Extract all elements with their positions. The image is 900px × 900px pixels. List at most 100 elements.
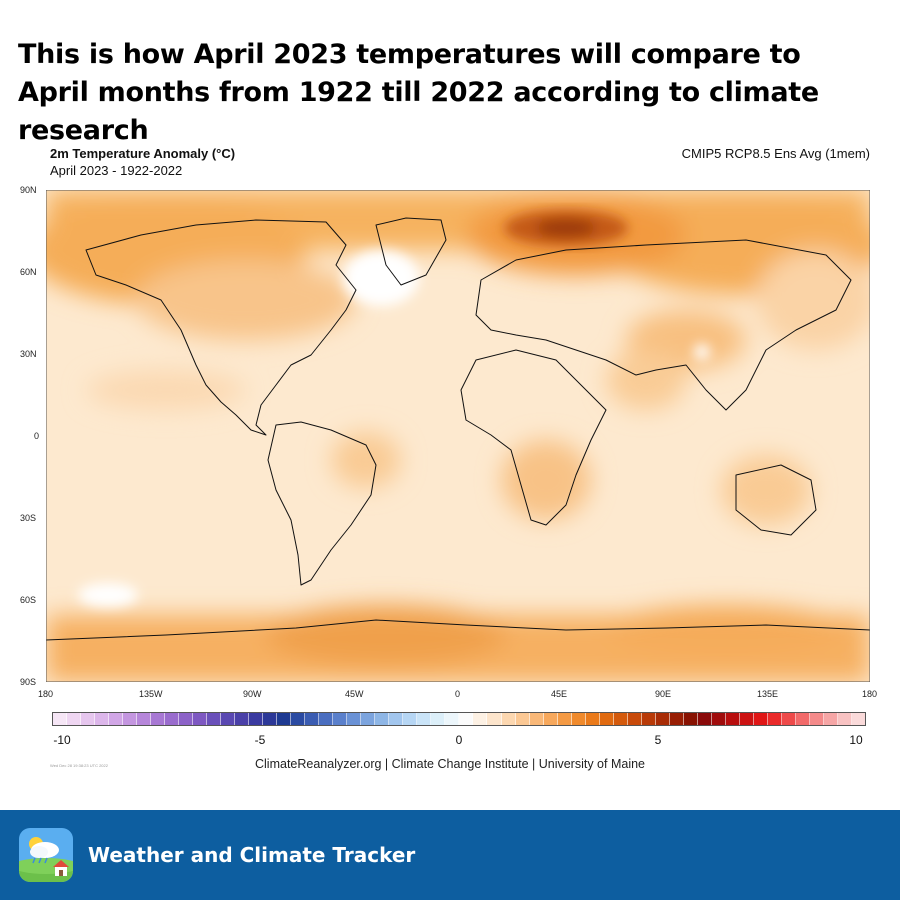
colorbar-swatch: [515, 713, 530, 725]
colorbar-swatch: [347, 713, 362, 725]
colorbar-swatch: [823, 713, 838, 725]
colorbar-swatch: [95, 713, 110, 725]
colorbar-swatch: [795, 713, 810, 725]
colorbar-tick-label: 10: [849, 733, 863, 747]
lat-label: 30N: [20, 349, 37, 359]
lon-label: 90E: [655, 689, 672, 699]
colorbar-swatch: [809, 713, 824, 725]
colorbar-swatch: [459, 713, 474, 725]
headline: This is how April 2023 temperatures will…: [18, 39, 819, 146]
colorbar-legend: [52, 712, 866, 726]
colorbar-swatch: [263, 713, 278, 725]
near-zero-patches: [78, 250, 710, 607]
colorbar-swatch: [781, 713, 796, 725]
colorbar-swatch: [445, 713, 460, 725]
colorbar-swatch: [109, 713, 124, 725]
lon-label: 0: [455, 689, 461, 699]
greenland-outline: [375, 217, 447, 286]
colorbar-swatch: [151, 713, 166, 725]
colorbar-swatch: [193, 713, 208, 725]
colorbar-swatch: [361, 713, 376, 725]
lon-label: 135W: [139, 689, 163, 699]
lat-label: 60N: [20, 267, 37, 277]
colorbar-swatch: [627, 713, 642, 725]
colorbar-swatch: [179, 713, 194, 725]
footer-banner: Weather and Climate Tracker: [0, 810, 900, 900]
colorbar-swatch: [725, 713, 740, 725]
map-svg: [46, 190, 870, 682]
anomaly-field: [46, 190, 870, 682]
colorbar-swatch: [389, 713, 404, 725]
render-timestamp: Wed Dec 28 19:38:23 UTC 2022: [50, 763, 108, 768]
colorbar-tick-label: 0: [455, 733, 463, 747]
colorbar-swatch: [697, 713, 712, 725]
colorbar-swatch: [767, 713, 782, 725]
colorbar-swatch: [501, 713, 516, 725]
colorbar-swatch: [655, 713, 670, 725]
colorbar-swatch: [333, 713, 348, 725]
antarctica-coastline: [46, 619, 870, 641]
colorbar-swatch: [417, 713, 432, 725]
coastlines: [46, 217, 870, 641]
colorbar-swatch: [585, 713, 600, 725]
eurasia-outline: [475, 239, 852, 411]
colorbar-tick-label: -10: [53, 733, 71, 747]
colorbar-swatch: [599, 713, 614, 725]
colorbar-swatch: [837, 713, 852, 725]
lon-label: 180: [862, 689, 878, 699]
colorbar-swatch: [319, 713, 334, 725]
footer-app-name: Weather and Climate Tracker: [88, 843, 416, 867]
lon-label: 45W: [345, 689, 364, 699]
colorbar-swatch: [683, 713, 698, 725]
colorbar-swatch: [711, 713, 726, 725]
colorbar-swatch: [557, 713, 572, 725]
lat-label: 90S: [20, 677, 37, 687]
lon-label: 180: [38, 689, 54, 699]
colorbar-swatch: [165, 713, 180, 725]
dataset-label: CMIP5 RCP8.5 Ens Avg (1mem): [681, 146, 870, 161]
colorbar-swatch: [543, 713, 558, 725]
colorbar-swatch: [613, 713, 628, 725]
colorbar-swatch: [249, 713, 264, 725]
lon-label: 135E: [757, 689, 779, 699]
lat-label: 0: [34, 431, 40, 441]
colorbar-swatch: [235, 713, 250, 725]
lat-label: 90N: [20, 185, 37, 195]
weather-app-icon-graphic: [19, 828, 73, 882]
colorbar-swatch: [123, 713, 138, 725]
anomaly-hotspot: [504, 210, 628, 246]
colorbar-swatch: [529, 713, 544, 725]
south-america-outline: [267, 421, 377, 586]
lat-label: 30S: [20, 513, 37, 523]
australia-outline: [735, 464, 817, 536]
colorbar-swatch: [669, 713, 684, 725]
north-america-outline: [85, 219, 357, 436]
colorbar-swatch: [81, 713, 96, 725]
temperature-anomaly-map: [46, 190, 870, 682]
map-title: 2m Temperature Anomaly (°C): [50, 146, 236, 161]
colorbar-swatch: [375, 713, 390, 725]
colorbar-tick-label: 5: [654, 733, 662, 747]
colorbar-swatch: [207, 713, 222, 725]
lon-label: 90W: [243, 689, 262, 699]
colorbar-swatch: [487, 713, 502, 725]
colorbar-tick-label: -5: [254, 733, 266, 747]
africa-outline: [460, 349, 607, 526]
colorbar-swatch: [403, 713, 418, 725]
lon-label: 45E: [551, 689, 568, 699]
colorbar-swatch: [221, 713, 236, 725]
colorbar-swatch: [739, 713, 754, 725]
map-subtitle: April 2023 - 1922-2022: [50, 163, 183, 178]
weather-app-icon[interactable]: [19, 828, 73, 882]
colorbar-swatch: [305, 713, 320, 725]
lat-label: 60S: [20, 595, 37, 605]
colorbar-swatch: [67, 713, 82, 725]
colorbar-swatch: [571, 713, 586, 725]
colorbar-swatch: [137, 713, 152, 725]
colorbar-swatch: [291, 713, 306, 725]
colorbar-swatch: [753, 713, 768, 725]
colorbar-swatch: [851, 713, 865, 725]
colorbar-swatch: [473, 713, 488, 725]
colorbar-swatch: [277, 713, 292, 725]
credits-line: ClimateReanalyzer.org | Climate Change I…: [255, 757, 645, 771]
